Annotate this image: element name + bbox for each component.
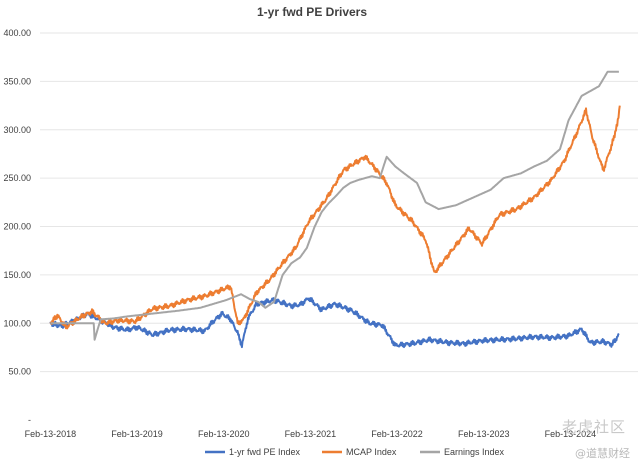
watermark-logo-text: 老虎社区 <box>561 418 626 436</box>
legend-label: 1-yr fwd PE Index <box>229 447 301 457</box>
watermark-handle: @道慧财经 <box>575 447 630 460</box>
legend-label: Earnings Index <box>444 447 505 457</box>
x-tick-label: Feb-13-2019 <box>111 429 163 439</box>
x-tick-label: Feb-13-2020 <box>198 429 250 439</box>
legend-label: MCAP Index <box>346 447 397 457</box>
x-tick-label: Feb-13-2024 <box>545 429 597 439</box>
y-tick-label: 100.00 <box>3 318 31 328</box>
x-axis-tick-labels: Feb-13-2018 Feb-13-2019 Feb-13-2020 Feb-13-… <box>25 429 597 439</box>
x-tick-label: Feb-13-2018 <box>25 429 77 439</box>
legend: 1-yr fwd PE Index MCAP Index Earnings Inde… <box>205 447 505 457</box>
x-tick-label: Feb-13-2021 <box>285 429 337 439</box>
y-tick-label: 50.00 <box>8 367 31 377</box>
chart-title: 1-yr fwd PE Drivers <box>257 5 367 19</box>
y-tick-label: 400.00 <box>3 28 31 38</box>
y-tick-label: 350.00 <box>3 76 31 86</box>
series-lines <box>49 70 621 349</box>
y-axis-tick-labels: - 50.00 100.00 150.00 200.00 250.00 300.00 350.… <box>3 28 31 425</box>
series-line-1 <box>49 297 620 349</box>
y-tick-label: 300.00 <box>3 125 31 135</box>
series-line-2 <box>49 105 621 330</box>
x-tick-label: Feb-13-2023 <box>458 429 510 439</box>
x-tick-label: Feb-13-2022 <box>371 429 423 439</box>
y-tick-label: 250.00 <box>3 173 31 183</box>
series-line-3 <box>50 70 620 341</box>
y-tick-label: 150.00 <box>3 270 31 280</box>
y-tick-label: - <box>28 415 31 425</box>
y-tick-label: 200.00 <box>3 222 31 232</box>
